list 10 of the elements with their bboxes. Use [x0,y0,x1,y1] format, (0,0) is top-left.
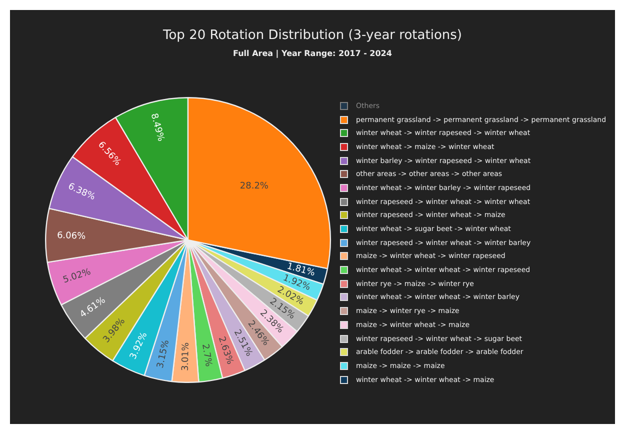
chart-subtitle: Full Area | Year Range: 2017 - 2024 [232,49,393,58]
data-label: 3.01% [180,342,192,372]
data-label: 28.2% [240,181,269,192]
data-label: 6.06% [56,230,86,242]
chart-title: Top 20 Rotation Distribution (3-year rotations) [162,28,463,43]
data-label: 5.02% [62,267,93,286]
data-label: 2.7% [200,343,214,368]
data-label: 8.49% [148,112,166,143]
data-label: 2.63% [216,336,235,366]
data-label: 3.15% [156,338,172,370]
